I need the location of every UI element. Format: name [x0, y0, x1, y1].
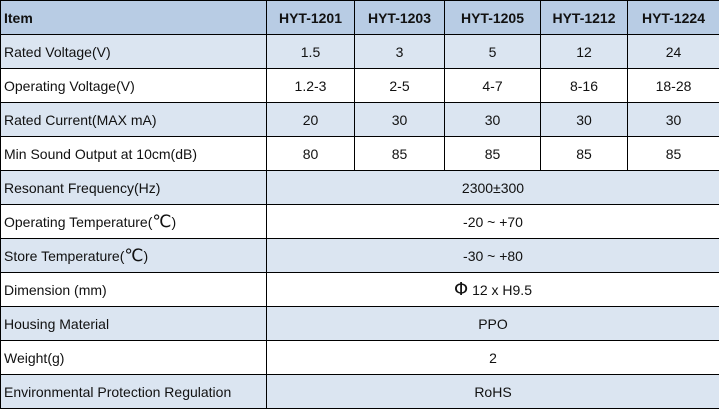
- cell-value: 18-28: [628, 69, 719, 103]
- cell-value: 3: [355, 35, 445, 69]
- cell-value: 4-7: [445, 69, 541, 103]
- cell-value: 5: [445, 35, 541, 69]
- label-text: Operating Temperature(: [4, 214, 152, 230]
- row-label: Operating Temperature(℃): [1, 205, 267, 239]
- row-environmental-regulation: Environmental Protection Regulation RoHS: [1, 375, 719, 409]
- celsius-symbol: ℃: [152, 212, 171, 232]
- cell-value: Φ 12 x H9.5: [267, 273, 719, 307]
- cell-value: -20 ~ +70: [267, 205, 719, 239]
- row-label: Housing Material: [1, 307, 267, 341]
- cell-value: 1.5: [267, 35, 355, 69]
- header-model: HYT-1224: [628, 1, 719, 35]
- cell-value: 30: [355, 103, 445, 137]
- label-text: ): [143, 248, 148, 264]
- row-label: Weight(g): [1, 341, 267, 375]
- cell-value: 85: [355, 137, 445, 171]
- cell-value: 85: [628, 137, 719, 171]
- header-model: HYT-1201: [267, 1, 355, 35]
- row-label: Min Sound Output at 10cm(dB): [1, 137, 267, 171]
- header-model: HYT-1212: [541, 1, 628, 35]
- diameter-symbol: Φ: [454, 279, 468, 300]
- row-label: Store Temperature(℃): [1, 239, 267, 273]
- cell-value: 30: [445, 103, 541, 137]
- row-label: Dimension (mm): [1, 273, 267, 307]
- label-text: ): [171, 214, 176, 230]
- cell-value: 85: [445, 137, 541, 171]
- row-operating-temperature: Operating Temperature(℃) -20 ~ +70: [1, 205, 719, 239]
- row-label: Rated Current(MAX mA): [1, 103, 267, 137]
- label-text: Store Temperature(: [4, 248, 124, 264]
- cell-value: 2300±300: [267, 171, 719, 205]
- header-model: HYT-1203: [355, 1, 445, 35]
- row-rated-current: Rated Current(MAX mA) 20 30 30 30 30: [1, 103, 719, 137]
- cell-value: -30 ~ +80: [267, 239, 719, 273]
- cell-value: 85: [541, 137, 628, 171]
- row-resonant-frequency: Resonant Frequency(Hz) 2300±300: [1, 171, 719, 205]
- cell-value: 30: [541, 103, 628, 137]
- cell-value: RoHS: [267, 375, 719, 409]
- row-weight: Weight(g) 2: [1, 341, 719, 375]
- row-label: Operating Voltage(V): [1, 69, 267, 103]
- cell-value: PPO: [267, 307, 719, 341]
- cell-value: 2-5: [355, 69, 445, 103]
- row-label: Environmental Protection Regulation: [1, 375, 267, 409]
- header-item: Item: [1, 1, 267, 35]
- row-label: Rated Voltage(V): [1, 35, 267, 69]
- header-model: HYT-1205: [445, 1, 541, 35]
- dimension-value: 12 x H9.5: [472, 282, 532, 298]
- cell-value: 12: [541, 35, 628, 69]
- cell-value: 20: [267, 103, 355, 137]
- row-operating-voltage: Operating Voltage(V) 1.2-3 2-5 4-7 8-16 …: [1, 69, 719, 103]
- row-housing-material: Housing Material PPO: [1, 307, 719, 341]
- row-dimension: Dimension (mm) Φ 12 x H9.5: [1, 273, 719, 307]
- cell-value: 80: [267, 137, 355, 171]
- row-store-temperature: Store Temperature(℃) -30 ~ +80: [1, 239, 719, 273]
- row-rated-voltage: Rated Voltage(V) 1.5 3 5 12 24: [1, 35, 719, 69]
- cell-value: 1.2-3: [267, 69, 355, 103]
- cell-value: 8-16: [541, 69, 628, 103]
- header-row: Item HYT-1201 HYT-1203 HYT-1205 HYT-1212…: [1, 1, 719, 35]
- celsius-symbol: ℃: [124, 246, 143, 266]
- row-min-sound-output: Min Sound Output at 10cm(dB) 80 85 85 85…: [1, 137, 719, 171]
- cell-value: 24: [628, 35, 719, 69]
- cell-value: 30: [628, 103, 719, 137]
- row-label: Resonant Frequency(Hz): [1, 171, 267, 205]
- cell-value: 2: [267, 341, 719, 375]
